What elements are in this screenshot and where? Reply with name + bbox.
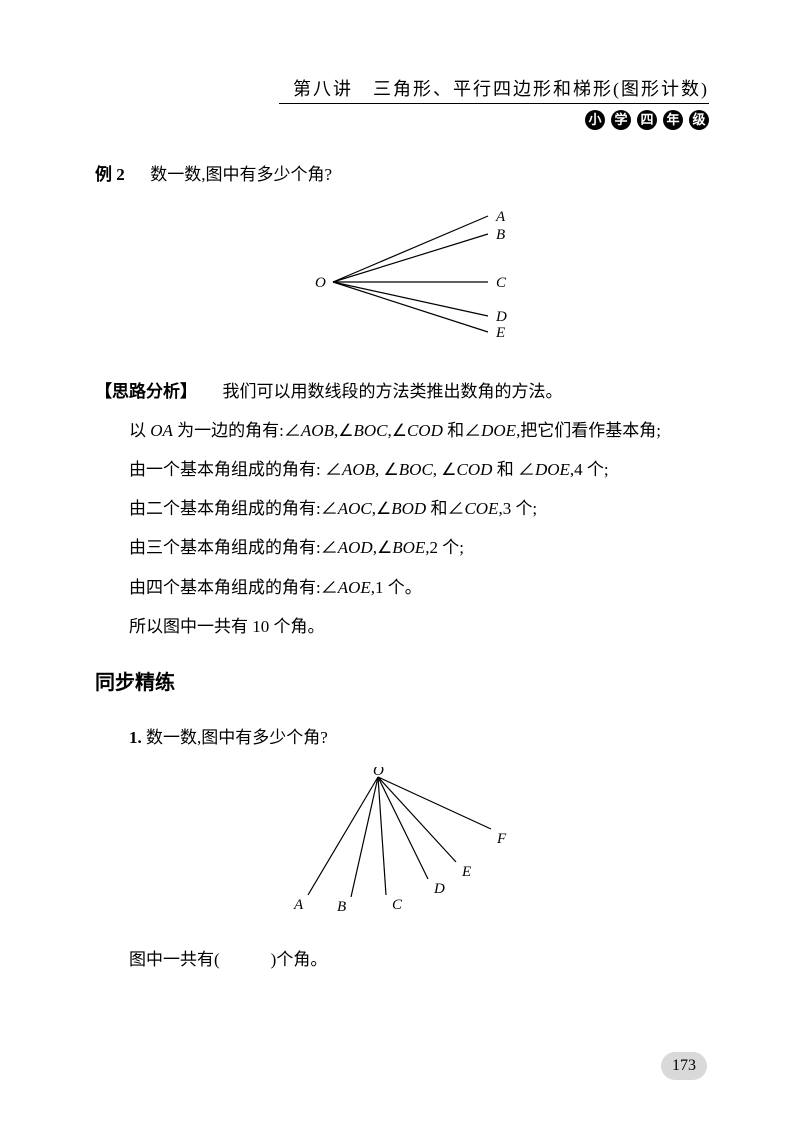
q1-prompt: 数一数,图中有多少个角? [146,728,328,747]
text: 为一边的角有:∠ [173,421,301,440]
analysis-p4: 由三个基本角组成的角有:∠AOD,∠BOE,2 个; [95,528,710,567]
title-underline [279,103,709,104]
angle: AOB [301,421,334,440]
svg-text:E: E [495,325,505,341]
practice-q1: 1. 数一数,图中有多少个角? [95,718,710,757]
angle: AOC [338,499,372,518]
analysis-p2: 由一个基本角组成的角有: ∠AOB, ∠BOC, ∠COD 和 ∠DOE,4 个… [95,450,710,489]
grade-badge: 四 [637,110,657,130]
text: 由四个基本角组成的角有:∠ [129,578,338,597]
analysis-conclusion: 所以图中一共有 10 个角。 [95,607,710,646]
text: ,∠ [373,538,393,557]
svg-text:A: A [293,897,304,913]
text: 以 [129,421,150,440]
angle: BOC [353,421,387,440]
text: ,∠ [334,421,354,440]
grade-badge: 学 [611,110,631,130]
angle: BOE [392,538,425,557]
angle: AOD [338,538,373,557]
text: , ∠ [375,460,399,479]
text: ,∠ [372,499,392,518]
svg-text:O: O [373,767,384,779]
text: 由一个基本角组成的角有: ∠ [129,460,342,479]
q1-number: 1. [129,728,142,747]
grade-badges: 小 学 四 年 级 [279,110,709,130]
analysis-p1: 以 OA 为一边的角有:∠AOB,∠BOC,∠COD 和∠DOE,把它们看作基本… [95,411,710,450]
analysis-p5: 由四个基本角组成的角有:∠AOE,1 个。 [95,568,710,607]
analysis-intro-text: 我们可以用数线段的方法类推出数角的方法。 [223,382,563,401]
example-label: 例 2 [95,165,125,184]
text: , ∠ [433,460,457,479]
angle: AOB [342,460,375,479]
grade-badge: 级 [689,110,709,130]
svg-text:B: B [337,899,346,915]
analysis-label: 【思路分析】 [95,382,197,401]
analysis-p3: 由二个基本角组成的角有:∠AOC,∠BOD 和∠COE,3 个; [95,489,710,528]
text: ,4 个; [570,460,609,479]
svg-text:A: A [495,209,506,225]
chapter-title: 第八讲 三角形、平行四边形和梯形(图形计数) [279,75,709,101]
angle: COD [457,460,493,479]
svg-text:D: D [433,881,445,897]
text: ,1 个。 [371,578,422,597]
svg-text:O: O [315,275,326,291]
svg-text:E: E [461,864,471,880]
text: 和∠ [443,421,481,440]
angle: COE [464,499,498,518]
angle: DOE [535,460,570,479]
text: 由三个基本角组成的角有:∠ [129,538,338,557]
svg-text:F: F [496,831,507,847]
answer-line: 图中一共有( )个角。 [95,940,710,979]
angle: BOD [391,499,426,518]
svg-text:C: C [496,275,507,291]
text: ,把它们看作基本角; [516,421,661,440]
text: 和∠ [426,499,464,518]
example-line: 例 2 数一数,图中有多少个角? [95,155,710,194]
grade-badge: 年 [663,110,683,130]
text: ,∠ [387,421,407,440]
svg-text:C: C [392,897,403,913]
angle: DOE [481,421,516,440]
text: ,2 个; [425,538,464,557]
angle: AOE [338,578,371,597]
angle: BOC [399,460,433,479]
page-number: 173 [661,1052,707,1080]
practice-section-label: 同步精练 [95,672,175,694]
angle: COD [407,421,443,440]
analysis-intro: 【思路分析】 我们可以用数线段的方法类推出数角的方法。 [95,372,710,411]
text: ,3 个; [498,499,537,518]
svg-text:D: D [495,309,507,325]
practice-section: 同步精练 [95,660,710,706]
angle-diagram-2: A B C DE F O [273,767,533,922]
example-prompt: 数一数,图中有多少个角? [150,165,332,184]
text: 由二个基本角组成的角有:∠ [129,499,338,518]
text: 和 ∠ [492,460,535,479]
angle-diagram-1: AB C DE O [263,204,543,354]
var-oa: OA [150,421,173,440]
grade-badge: 小 [585,110,605,130]
svg-text:B: B [496,227,505,243]
